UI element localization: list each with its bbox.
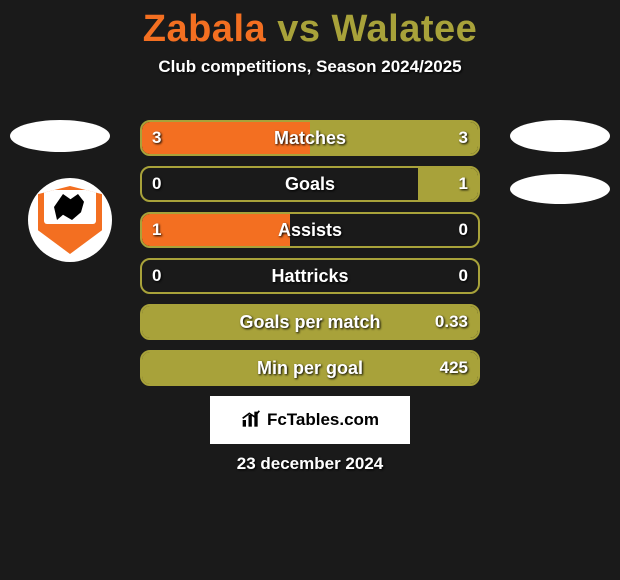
stat-label: Min per goal <box>142 352 478 384</box>
brand-text: FcTables.com <box>267 410 379 430</box>
stat-label: Assists <box>142 214 478 246</box>
stat-row: 33Matches <box>140 120 480 156</box>
stat-row: 425Min per goal <box>140 350 480 386</box>
stats-container: 33Matches 01Goals 10Assists 00Hattricks 0.33… <box>140 120 480 396</box>
brand-badge: FcTables.com <box>210 396 410 444</box>
shield-icon <box>38 186 102 254</box>
chart-icon <box>241 410 261 430</box>
player1-photo-placeholder <box>10 120 110 152</box>
stat-row: 01Goals <box>140 166 480 202</box>
subtitle: Club competitions, Season 2024/2025 <box>0 57 620 77</box>
vs-label: vs <box>277 8 320 50</box>
page-title: Zabala vs Walatee <box>0 0 620 51</box>
stat-label: Hattricks <box>142 260 478 292</box>
stat-label: Matches <box>142 122 478 154</box>
player2-photo-placeholder <box>510 120 610 152</box>
stat-row: 00Hattricks <box>140 258 480 294</box>
stat-row: 10Assists <box>140 212 480 248</box>
player2-name: Walatee <box>332 8 478 50</box>
player1-name: Zabala <box>143 8 266 50</box>
stat-label: Goals per match <box>142 306 478 338</box>
stat-label: Goals <box>142 168 478 200</box>
stat-row: 0.33Goals per match <box>140 304 480 340</box>
date-text: 23 december 2024 <box>0 454 620 474</box>
player2-club-placeholder <box>510 174 610 204</box>
player1-club-crest <box>28 178 112 262</box>
